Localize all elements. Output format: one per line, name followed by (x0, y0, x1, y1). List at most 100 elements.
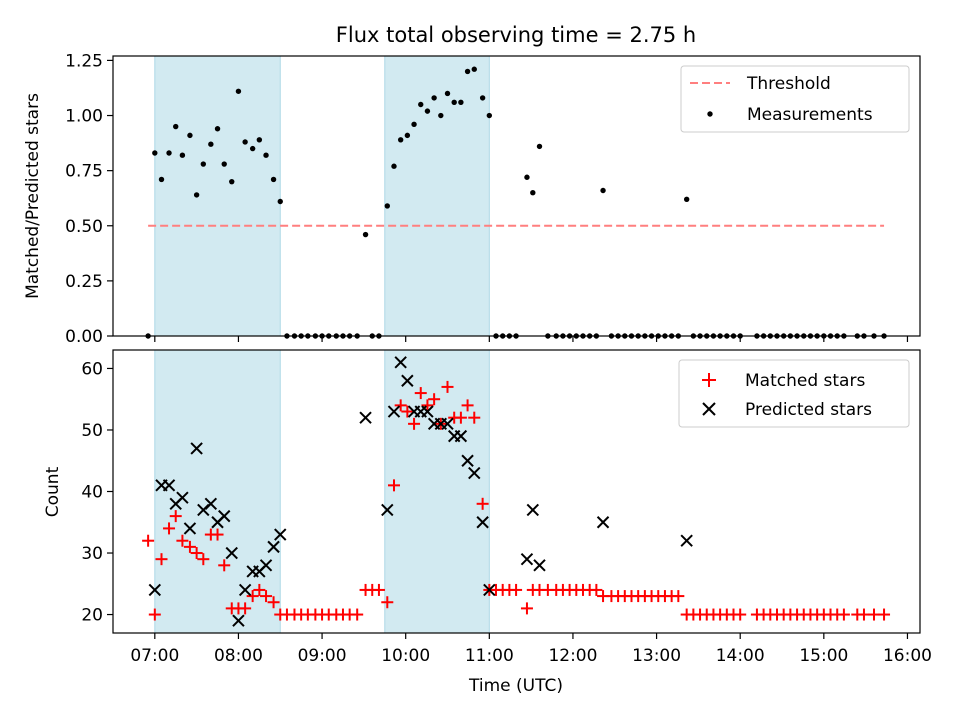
measurement-point (179, 152, 186, 158)
measurement-point (277, 198, 283, 205)
measurement-point (479, 95, 486, 101)
top-y-tick-label: 1.00 (65, 107, 103, 127)
predicted-star-point (401, 374, 414, 387)
measurement-point (229, 178, 235, 185)
measurements-legend-marker (707, 111, 713, 117)
measurement-point (683, 196, 690, 203)
measurement-point (451, 99, 457, 105)
measurement-point (536, 143, 543, 150)
predicted-star-point (394, 356, 407, 369)
predicted-star-point (225, 546, 238, 560)
predicted-star-point (238, 583, 252, 597)
threshold-legend-label: Threshold (746, 74, 831, 94)
predicted-star-point (381, 503, 394, 517)
matched-star-point (190, 547, 203, 560)
measurement-point (431, 95, 437, 101)
measurement-point (397, 137, 404, 143)
bottom-x-tick-label: 10:00 (381, 646, 430, 666)
measurement-point (263, 152, 269, 158)
measurement-point (200, 161, 207, 167)
bottom-legend: Matched stars Predicted stars (678, 359, 910, 428)
matched-star-point (253, 583, 266, 596)
bottom-y-tick-label: 40 (81, 483, 103, 503)
matched-star-point (468, 411, 481, 424)
shaded-interval (154, 55, 281, 337)
matched-star-point (868, 608, 881, 621)
matched-star-point (672, 590, 685, 603)
measurement-point (256, 137, 263, 143)
measurement-point (208, 141, 214, 147)
measurement-point (158, 176, 165, 183)
x-axis-label: Time (UTC) (468, 676, 563, 696)
predicted-star-point (162, 479, 176, 492)
bottom-y-tick-label: 50 (81, 421, 103, 441)
measurement-point (362, 231, 369, 238)
bottom-legend-box (678, 359, 910, 428)
matched-star-point (441, 380, 454, 393)
matched-star-point (510, 583, 523, 596)
bottom-x-tick-label: 14:00 (716, 646, 765, 666)
bottom-x-tick-label: 15:00 (799, 646, 848, 666)
measurement-point (391, 163, 397, 169)
matched-stars-legend-label: Matched stars (745, 371, 865, 391)
measurement-point (221, 161, 227, 167)
matched-star-point (372, 583, 385, 596)
matched-star-point (454, 411, 467, 424)
matched-stars-layer (142, 380, 891, 621)
bottom-x-tick-label: 08:00 (214, 646, 263, 666)
predicted-stars-legend-label: Predicted stars (745, 400, 872, 420)
matched-star-point (381, 596, 394, 609)
matched-star-point (408, 417, 421, 430)
predicted-star-point (190, 442, 203, 455)
shaded-interval (384, 349, 490, 634)
predicted-star-point (454, 429, 468, 443)
shaded-interval (384, 55, 490, 337)
top-y-tick-label: 1.25 (65, 51, 103, 71)
predicted-star-point (183, 522, 197, 535)
measurement-point (471, 66, 477, 72)
matched-star-point (878, 608, 891, 621)
measurement-point (530, 189, 536, 196)
measurement-point (458, 99, 464, 105)
top-y-axis-label: Matched/Predicted stars (23, 93, 43, 299)
matched-star-point (351, 608, 364, 621)
bottom-x-tick-label: 16:00 (883, 646, 932, 666)
predicted-star-point (421, 405, 434, 418)
measurement-point (270, 176, 277, 183)
bottom-x-tick-label: 11:00 (465, 646, 514, 666)
matched-star-point (837, 608, 850, 621)
matched-star-point (428, 393, 441, 406)
predicted-stars-layer (148, 356, 693, 627)
matched-star-point (590, 583, 603, 596)
measurement-point (600, 187, 606, 194)
top-y-tick-label: 0.25 (65, 272, 103, 292)
measurement-point (242, 139, 248, 145)
predicted-star-point (526, 503, 540, 517)
matched-star-point (211, 528, 224, 541)
predicted-star-point (218, 509, 231, 523)
measurement-point (424, 108, 431, 114)
measurement-point (464, 68, 471, 75)
measurement-point (411, 121, 417, 128)
matched-star-point (394, 399, 407, 412)
measurement-point (193, 192, 200, 198)
matched-star-point (260, 590, 273, 603)
top-y-tick-label: 0.75 (65, 162, 103, 182)
bottom-x-tick-label: 07:00 (130, 646, 179, 666)
matched-star-point (239, 602, 252, 615)
matched-star-point (461, 399, 474, 412)
measurement-point (187, 132, 193, 139)
matched-star-point (163, 522, 176, 535)
measurement-point (444, 90, 451, 97)
predicted-star-point (520, 552, 534, 566)
chart-title: Flux total observing time = 2.75 h (336, 23, 696, 47)
predicted-star-point (680, 534, 693, 547)
matched-star-point (246, 590, 259, 603)
measurement-point (214, 126, 221, 132)
predicted-star-point (483, 583, 496, 597)
bottom-x-ticks: 07:00 08:00 09:00 10:00 11:00 12:00 13:00 14:00… (130, 633, 932, 666)
predicted-star-point (387, 405, 401, 418)
matched-star-point (176, 534, 189, 547)
predicted-stars-legend-marker (702, 402, 716, 416)
